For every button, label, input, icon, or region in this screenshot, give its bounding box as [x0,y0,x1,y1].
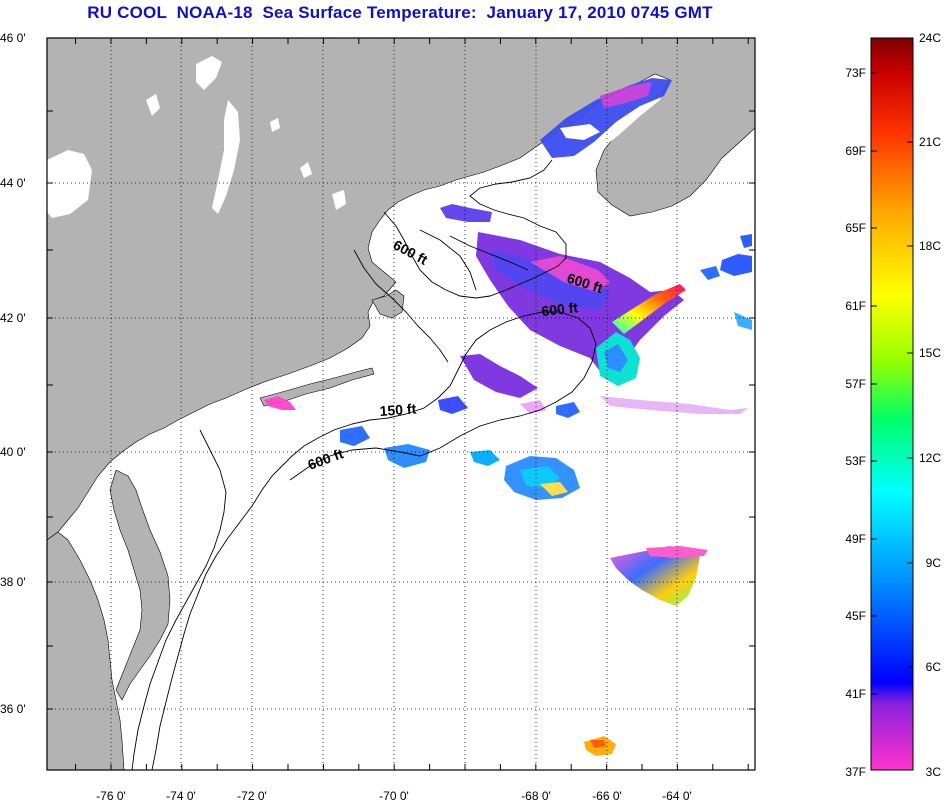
lake-6 [690,214,712,232]
chesapeake-shore [109,469,171,701]
lat-label-42: 42 0' [0,311,26,325]
colorbar-f-65: 65F [845,221,866,235]
lat-label-44: 44 0' [0,176,26,190]
lon-label-72: -72 0' [237,789,267,803]
colorbar-c-9: 9C [926,556,942,570]
sst-patch-south [610,546,700,606]
lon-label-74: -74 0' [166,789,196,803]
lake-8 [270,118,280,132]
lon-label-68: -68 0' [521,789,551,803]
lake-3 [47,150,92,218]
lon-label-64: -64 0' [662,789,692,803]
lon-label-70: -70 0' [379,789,409,803]
map-area [47,38,755,770]
lat-label-36: 36 0' [0,702,26,716]
contour-inner-shelf [353,249,449,363]
colorbar-f-49: 49F [845,532,866,546]
sst-warm-streak [612,284,686,334]
lon-label-66: -66 0' [592,789,622,803]
colorbar-f-73: 73F [845,66,866,80]
colorbar-scale [870,37,914,771]
lake-1 [196,56,222,90]
lat-label-40: 40 0' [0,445,26,459]
lat-label-46: 46 0' [0,31,26,45]
lon-label-76: -76 0' [96,789,126,803]
colorbar-f-37: 37F [845,765,866,779]
colorbar-f-41: 41F [845,687,866,701]
bathymetry-contours [131,159,597,770]
colorbar-ticks [871,72,913,695]
colorbar-f-61: 61F [845,299,866,313]
colorbar-c-12: 12C [919,451,941,465]
map-frame [46,37,756,771]
colorbar-c-15: 15C [919,346,941,360]
contour-600ft-shelf [151,311,597,770]
contour-coastal [131,429,227,770]
cape-cod [371,289,405,319]
longitude-labels: -76 0' -74 0' -72 0' -70 0' -68 0' -66 0… [96,789,692,803]
colorbar-f-45: 45F [845,609,866,623]
colorbar-c-6: 6C [926,660,942,674]
lat-label-38: 38 0' [0,575,26,589]
map-title: RU COOL NOAA-18 Sea Surface Temperature:… [87,3,713,22]
colorbar-c-18: 18C [919,239,941,253]
colorbar-f-53: 53F [845,454,866,468]
contour-label-4: 150 ft [379,400,417,419]
latitude-labels: 46 0' 44 0' 42 0' 40 0' 38 0' 36 0' [0,31,26,716]
delmarva-landmass [47,531,125,770]
colorbar: 73F 69F 65F 61F 57F 53F 49F 45F 41F 37F … [845,31,941,779]
lake-2 [212,100,240,214]
colorbar-c-24: 24C [919,31,941,45]
lake-4 [146,94,160,116]
contour-gulf-of-maine [383,159,567,299]
lake-7 [300,162,312,178]
colorbar-f-69: 69F [845,144,866,158]
sst-patches [264,78,752,756]
colorbar-c-3: 3C [926,765,942,779]
colorbar-c-21: 21C [919,135,941,149]
contour-label-3: 600 ft [541,299,579,319]
lake-5 [332,190,346,210]
colorbar-f-57: 57F [845,377,866,391]
map-ticks [47,37,755,770]
